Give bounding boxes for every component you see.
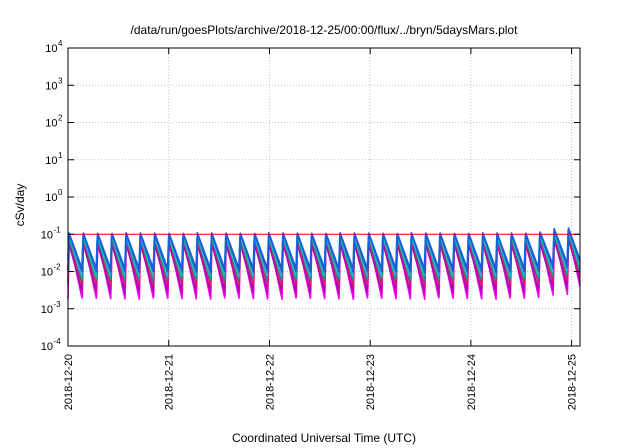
x-axis-label: Coordinated Universal Time (UTC) — [232, 431, 416, 445]
y-tick-label: 10 — [45, 155, 57, 167]
x-tick-label: 2018-12-24 — [466, 354, 478, 410]
x-tick-label: 2018-12-21 — [164, 354, 176, 410]
y-tick-exponent: 4 — [58, 39, 63, 48]
y-tick-exponent: -4 — [54, 337, 62, 346]
y-tick-label: 10 — [45, 192, 57, 204]
y-tick-exponent: 3 — [58, 76, 63, 85]
grid — [67, 47, 580, 347]
y-tick-label: 10 — [45, 118, 57, 130]
y-tick-label: 10 — [41, 304, 53, 316]
y-tick-label: 10 — [41, 341, 53, 353]
x-tick-label: 2018-12-20 — [63, 354, 75, 410]
series-line — [67, 229, 581, 274]
y-tick-exponent: 0 — [58, 188, 63, 197]
y-tick-label: 10 — [41, 267, 53, 279]
y-tick-exponent: -3 — [54, 300, 62, 309]
y-axis-label: cSv/day — [13, 184, 27, 227]
y-tick-label: 10 — [45, 43, 57, 55]
y-tick-exponent: 2 — [58, 114, 63, 123]
x-tick-label: 2018-12-22 — [264, 354, 276, 410]
series-line — [67, 234, 581, 287]
series-line — [67, 227, 581, 270]
x-tick-label: 2018-12-25 — [567, 354, 579, 410]
chart-title: /data/run/goesPlots/archive/2018-12-25/0… — [131, 23, 519, 37]
y-tick-label: 10 — [41, 229, 53, 241]
y-tick-exponent: -1 — [54, 225, 62, 234]
series-group — [67, 227, 581, 300]
y-tick-exponent: 1 — [58, 151, 63, 160]
x-tick-label: 2018-12-23 — [365, 354, 377, 410]
y-tick-label: 10 — [45, 80, 57, 92]
y-tick-exponent: -2 — [54, 263, 62, 272]
series-line — [67, 232, 581, 281]
